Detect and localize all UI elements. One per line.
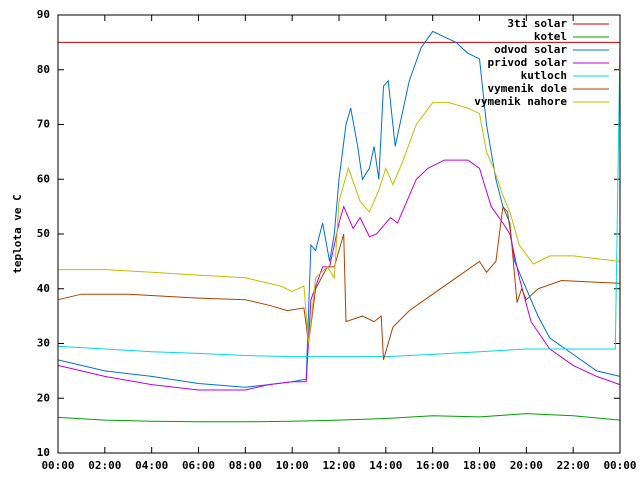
x-tick-label: 22:00 <box>557 459 590 472</box>
y-tick-label: 60 <box>37 172 50 185</box>
legend-label: 3ti solar <box>507 17 567 30</box>
y-tick-label: 20 <box>37 391 50 404</box>
x-tick-label: 20:00 <box>510 459 543 472</box>
legend-label: privod solar <box>488 56 568 69</box>
x-tick-label: 08:00 <box>229 459 262 472</box>
x-tick-label: 12:00 <box>322 459 355 472</box>
y-tick-label: 50 <box>37 227 50 240</box>
series-line <box>58 102 621 344</box>
x-tick-label: 16:00 <box>416 459 449 472</box>
series-line <box>57 42 621 358</box>
x-tick-label: 04:00 <box>135 459 168 472</box>
y-tick-label: 90 <box>37 8 50 21</box>
series-line <box>57 413 621 423</box>
legend-label: vymenik dole <box>488 82 568 95</box>
x-tick-label: 00:00 <box>603 459 636 472</box>
y-tick-label: 30 <box>37 337 50 350</box>
x-tick-label: 02:00 <box>88 459 121 472</box>
y-tick-label: 80 <box>37 63 50 76</box>
x-tick-label: 10:00 <box>276 459 309 472</box>
x-tick-label: 00:00 <box>41 459 74 472</box>
series-line <box>57 204 621 361</box>
series-line <box>57 159 621 391</box>
legend-label: odvod solar <box>494 43 567 56</box>
x-tick-label: 18:00 <box>463 459 496 472</box>
x-tick-label: 14:00 <box>369 459 402 472</box>
y-tick-label: 10 <box>37 446 50 459</box>
legend-label: kutloch <box>521 69 567 82</box>
plot-frame <box>57 14 621 454</box>
y-tick-label: 40 <box>37 282 50 295</box>
legend-label: vymenik nahore <box>474 95 567 108</box>
x-tick-label: 06:00 <box>182 459 215 472</box>
y-axis-label: teplota ve C <box>11 194 24 273</box>
legend-label: kotel <box>534 30 567 43</box>
y-tick-label: 70 <box>37 118 50 131</box>
